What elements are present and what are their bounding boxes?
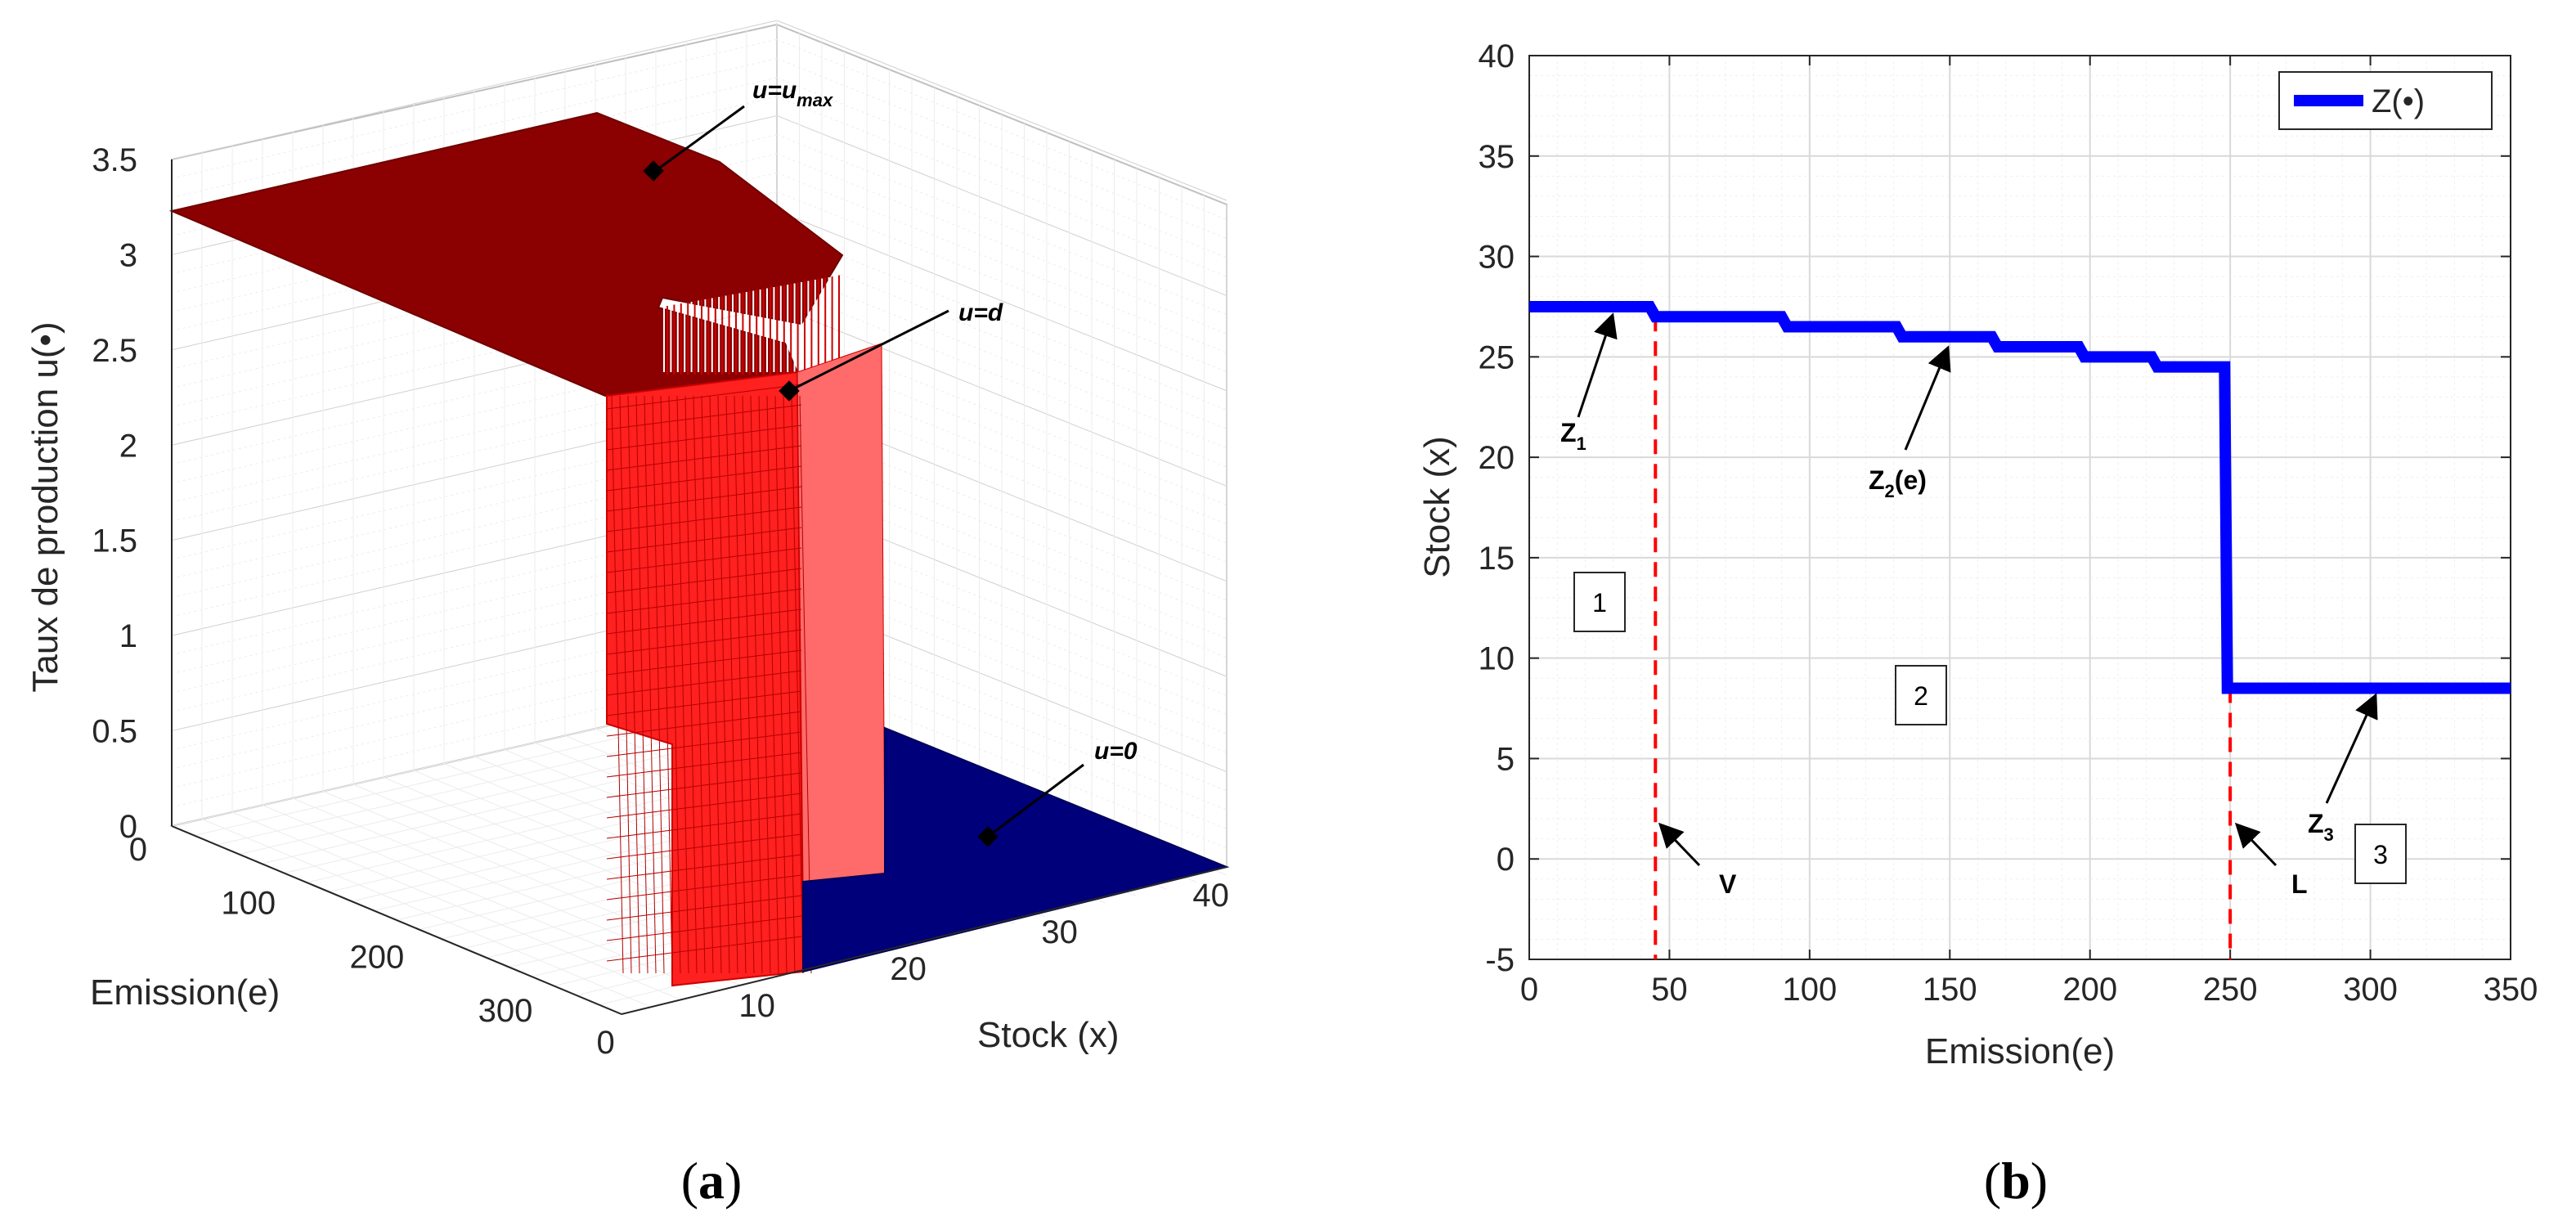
x-tick-label-b: 200 — [2062, 972, 2117, 1008]
axis-edge-e — [171, 825, 622, 1015]
surface-u0-floor — [802, 726, 1230, 973]
annotation-umax-sub: max — [797, 90, 833, 110]
region-3-box: 3 — [2354, 824, 2407, 884]
label-z1-sub: 1 — [1577, 433, 1586, 454]
annotation-u-d-text: u=d — [958, 299, 1003, 326]
plot-area-b — [1529, 56, 2511, 959]
label-z1: Z — [1560, 418, 1577, 447]
svg-text:u=umax: u=umax — [752, 77, 833, 110]
emission-tick-label: 200 — [350, 939, 405, 975]
vertical-boundaries — [1654, 317, 2233, 959]
svg-text:Z2(e): Z2(e) — [1869, 465, 1927, 501]
svg-text:Z3: Z3 — [2308, 809, 2334, 845]
label-v: V — [1719, 869, 1737, 899]
annotation-z2: Z2(e) — [1869, 345, 1951, 501]
label-z2: Z — [1869, 465, 1885, 495]
series-z-line — [1529, 300, 2511, 694]
emission-axis-label: Emission(e) — [90, 972, 280, 1013]
annotation-umax: u=umax — [643, 77, 833, 182]
label-l: L — [2291, 869, 2308, 899]
annotation-v: V — [1658, 822, 1737, 899]
region-1-box: 1 — [1573, 572, 1626, 632]
y-tick-label-b: 35 — [1479, 139, 1515, 175]
stock-tick-label: 30 — [1041, 914, 1078, 950]
y-tick-label-b: 10 — [1479, 641, 1515, 677]
surface-mesh-lines — [606, 384, 812, 974]
svg-text:3: 3 — [2373, 840, 2388, 869]
label-z2-suffix: (e) — [1895, 465, 1927, 495]
annotation-umax-text: u=u — [752, 77, 797, 104]
y-axis-label-b: Stock (x) — [1417, 436, 1457, 578]
y-tick-label-b: 0 — [1497, 842, 1515, 878]
y-tick-label-b: 15 — [1479, 541, 1515, 577]
z-tick-label: 1 — [119, 618, 137, 654]
stock-tick-label: 0 — [596, 1025, 614, 1061]
y-tick-label-b: 20 — [1479, 440, 1515, 476]
y-tick-label-b: 25 — [1479, 339, 1515, 375]
y-tick-label-b: -5 — [1485, 942, 1515, 978]
annotation-z3: Z3 — [2308, 693, 2378, 845]
z-tick-label: 3.5 — [92, 142, 137, 178]
caption-b: (b) — [1984, 1152, 2048, 1210]
y-tick-label-b: 5 — [1497, 741, 1515, 777]
x-tick-labels-b: 0 50 100 150 200 250 300 350 — [1520, 972, 2538, 1008]
stock-tick-label: 20 — [890, 951, 927, 987]
surface-u-d-wall-side — [797, 343, 886, 882]
stock-tick-label: 40 — [1192, 878, 1229, 914]
y-tick-labels-b: -5 0 5 10 15 20 25 30 35 40 — [1479, 38, 1515, 978]
emission-tick-label: 0 — [129, 832, 147, 868]
axis-edge-x — [621, 866, 1227, 1015]
emission-tick-labels: 0 100 200 300 — [129, 832, 533, 1029]
annotation-l: L — [2234, 822, 2308, 899]
z-tick-label: 0 — [119, 809, 137, 845]
stock-tick-labels: 0 10 20 30 40 — [596, 878, 1228, 1061]
z-tick-label: 2 — [119, 428, 137, 464]
region-2-box: 2 — [1895, 665, 1947, 725]
x-axis-label-b: Emission(e) — [1925, 1031, 2115, 1071]
annotation-u-d: u=d — [779, 299, 1003, 402]
z-axis-label: Taux de production u(•) — [25, 321, 65, 692]
z-tick-label: 0.5 — [92, 714, 137, 750]
z-tick-labels: 0 0.5 1 1.5 2 2.5 3 3.5 — [92, 142, 137, 845]
x-tick-label-b: 350 — [2484, 972, 2538, 1008]
tick-marks-b — [1528, 55, 2511, 960]
x-tick-label-b: 50 — [1651, 972, 1688, 1008]
axes-box-b — [1528, 55, 2511, 960]
svg-text:1: 1 — [1592, 588, 1607, 617]
panel-b-line-plot: 0 50 100 150 200 250 300 350 -50510152025303540… — [1417, 38, 2538, 1210]
x-tick-label-b: 100 — [1782, 972, 1837, 1008]
y-tick-label-b: 40 — [1479, 38, 1515, 74]
annotation-z1: Z1 — [1560, 312, 1618, 454]
label-z3-sub: 3 — [2324, 824, 2334, 845]
x-tick-label-b: 150 — [1923, 972, 1977, 1008]
z-tick-label: 3 — [119, 237, 137, 273]
stock-tick-label: 10 — [738, 988, 775, 1024]
annotation-u0-text: u=0 — [1094, 738, 1138, 765]
label-z3: Z — [2308, 809, 2324, 838]
z-tick-label: 2.5 — [92, 333, 137, 369]
panel-a-surface-plot: 0 0.5 1 1.5 2 2.5 3 3.5 0 100 200 300 0 10 20 30 40 Ta… — [25, 20, 1230, 1210]
legend-entry: Z(•) — [2372, 83, 2425, 119]
svg-text:2: 2 — [1914, 681, 1928, 711]
x-tick-label-b: 0 — [1520, 972, 1538, 1008]
stock-axis-label: Stock (x) — [977, 1015, 1120, 1055]
z-tick-label: 1.5 — [92, 523, 137, 559]
y-tick-label-b: 30 — [1479, 240, 1515, 276]
svg-text:Z1: Z1 — [1560, 418, 1586, 454]
x-tick-label-b: 300 — [2343, 972, 2398, 1008]
x-tick-label-b: 250 — [2203, 972, 2258, 1008]
emission-tick-label: 100 — [221, 886, 276, 922]
legend: Z(•) — [2278, 71, 2493, 130]
label-z2-sub: 2 — [1885, 481, 1895, 501]
caption-a: (a) — [681, 1152, 743, 1210]
emission-tick-label: 300 — [478, 993, 533, 1029]
